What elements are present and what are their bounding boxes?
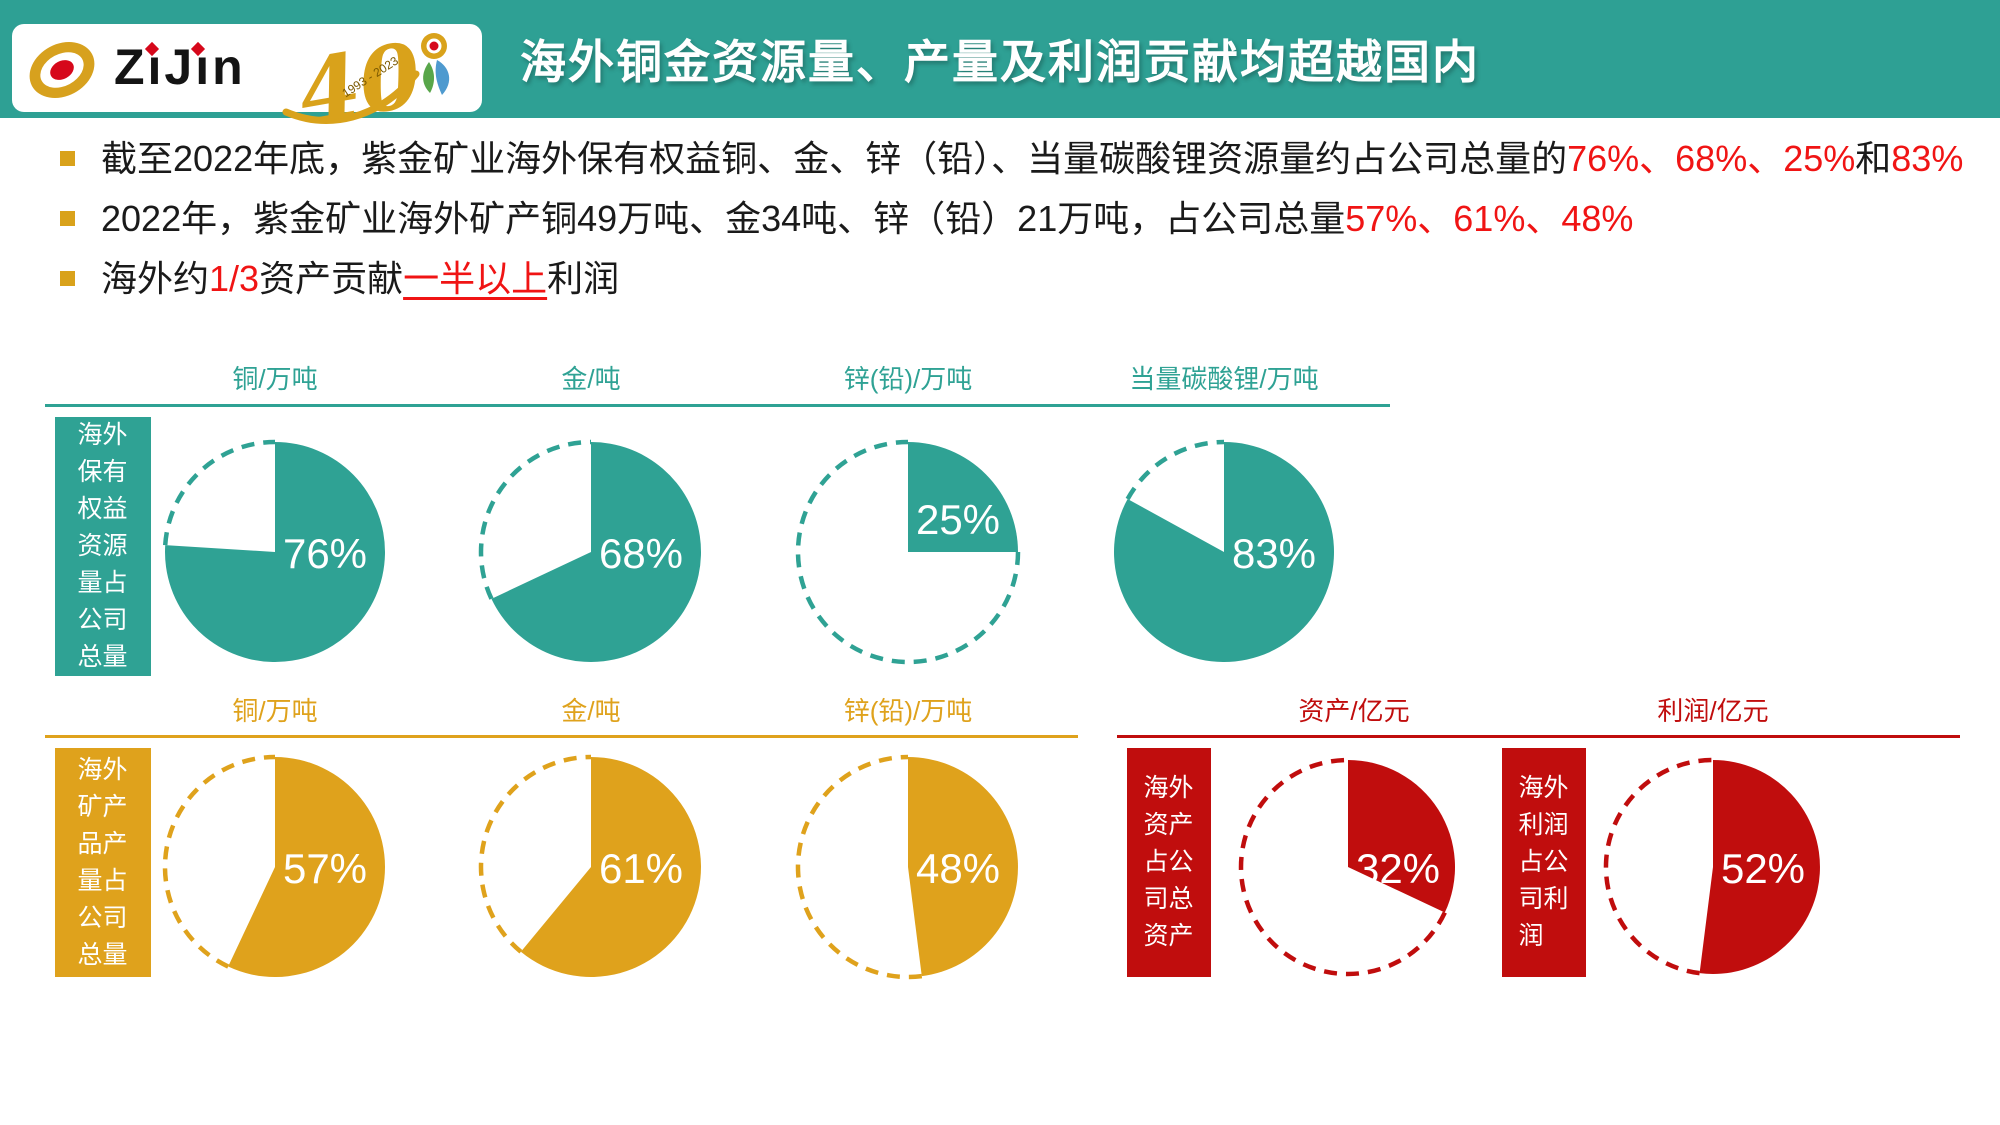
zijin-swirl-icon: [29, 42, 95, 98]
pie-filled-wedge: [1114, 442, 1335, 662]
bullet-item: 截至2022年底，紫金矿业海外保有权益铜、金、锌（铅）、当量碳酸锂资源量约占公司…: [60, 138, 1963, 180]
bullet-segment: 截至2022年底，紫金矿业海外保有权益铜、金、锌（铅）、当量碳酸锂资源量约占公司…: [101, 138, 1568, 179]
bullet-segment: 2022年，紫金矿业海外矿产铜49万吨、金34吨、锌（铅）21万吨，占公司总量: [101, 198, 1346, 239]
pie-filled-wedge: [491, 442, 701, 662]
column-header-resources-zinc-lead: 锌(铅)/万吨: [843, 364, 973, 394]
anniversary-number: 40: [290, 22, 429, 146]
pie-remainder-dashed-arc: [795, 754, 923, 980]
bullet-text: 2022年，紫金矿业海外矿产铜49万吨、金34吨、锌（铅）21万吨，占公司总量5…: [101, 198, 1633, 240]
anniversary-40-logo: 40 1993 - 2023: [282, 22, 450, 146]
bullet-text: 海外约1/3资产贡献一半以上利润: [101, 258, 619, 300]
bullet-square-icon: [60, 211, 75, 226]
column-header-production-zinc-lead: 锌(铅)/万吨: [843, 696, 973, 726]
column-header-production-copper: 铜/万吨: [232, 696, 318, 726]
pie-resources-lithium: 83%: [1114, 439, 1335, 662]
row-label-production: 海外矿产品产量占公司总量: [55, 748, 151, 977]
pie-resources-gold: 68%: [478, 439, 701, 662]
column-header-assets: 资产/亿元: [1298, 696, 1410, 726]
pie-value-label: 52%: [1721, 845, 1805, 892]
row-label-assets: 海外资产占公司总资产: [1127, 748, 1211, 977]
pie-filled-wedge: [1699, 760, 1820, 974]
bullet-segment: 1/3: [209, 258, 260, 299]
row-label-profit: 海外利润占公司利润: [1502, 748, 1586, 977]
pie-filled-wedge: [908, 442, 1018, 552]
row-divider-resources: [45, 404, 1390, 407]
column-header-profit: 利润/亿元: [1657, 696, 1769, 726]
page-title: 海外铜金资源量、产量及利润贡献均超越国内: [520, 36, 1480, 88]
pie-filled-wedge: [165, 442, 386, 662]
bullet-list: 截至2022年底，紫金矿业海外保有权益铜、金、锌（铅）、当量碳酸锂资源量约占公司…: [60, 138, 1963, 318]
column-header-resources-gold: 金/吨: [561, 364, 621, 394]
pie-production-gold: 61%: [478, 754, 701, 977]
pie-remainder-dashed-arc: [1125, 439, 1225, 501]
pie-value-label: 48%: [916, 845, 1000, 892]
pie-filled-wedge: [228, 757, 385, 977]
pie-remainder-dashed-arc: [1238, 757, 1447, 977]
anniversary-swash: [282, 70, 420, 124]
bullet-square-icon: [60, 271, 75, 286]
row-divider-production: [45, 735, 1078, 738]
leaf-blue-icon: [435, 60, 450, 95]
bullet-segment: 资产贡献: [259, 258, 404, 299]
pie-value-label: 68%: [599, 530, 683, 577]
zijin-wordmark: ZıJın: [114, 39, 246, 95]
row-divider-assets-profit: [1117, 735, 1960, 738]
pie-remainder-dashed-arc: [478, 439, 592, 600]
pie-value-label: 83%: [1232, 530, 1316, 577]
row-label-resources: 海外保有权益资源量占公司总量: [55, 417, 151, 676]
pie-production-copper: 57%: [162, 754, 385, 977]
column-header-resources-lithium: 当量碳酸锂/万吨: [1129, 364, 1319, 394]
pie-value-label: 76%: [283, 530, 367, 577]
pie-production-zinc-lead: 48%: [795, 754, 1018, 980]
column-header-resources-copper: 铜/万吨: [232, 364, 318, 394]
bullet-square-icon: [60, 151, 75, 166]
column-header-production-gold: 金/吨: [561, 696, 621, 726]
pie-filled-wedge: [1348, 760, 1456, 913]
bullet-item: 2022年，紫金矿业海外矿产铜49万吨、金34吨、锌（铅）21万吨，占公司总量5…: [60, 198, 1960, 240]
pie-value-label: 57%: [283, 845, 367, 892]
bullet-segment: 海外约: [101, 258, 210, 299]
pie-resources-zinc-lead: 25%: [795, 439, 1021, 665]
pie-remainder-dashed-arc: [162, 754, 276, 969]
leaf-green-icon: [423, 62, 435, 93]
pie-filled-wedge: [520, 757, 701, 977]
bullet-segment: 和: [1855, 138, 1892, 179]
pie-assets: 32%: [1238, 757, 1456, 977]
pie-value-label: 32%: [1356, 845, 1440, 892]
bullet-segment: 一半以上: [403, 258, 548, 299]
bullet-segment: 76%、68%、25%: [1567, 138, 1856, 179]
pie-profit: 52%: [1603, 757, 1820, 976]
bullet-segment: 57%、61%、48%: [1345, 198, 1634, 239]
pie-value-label: 25%: [916, 496, 1000, 543]
zijin-wordmark-text: ZıJın: [114, 39, 246, 95]
pie-filled-wedge: [908, 757, 1018, 977]
bullet-text: 截至2022年底，紫金矿业海外保有权益铜、金、锌（铅）、当量碳酸锂资源量约占公司…: [101, 138, 1963, 180]
bullet-item: 海外约1/3资产贡献一半以上利润: [60, 258, 1960, 300]
pie-remainder-dashed-arc: [478, 754, 592, 954]
bullet-segment: 83%: [1891, 138, 1964, 179]
pie-remainder-dashed-arc: [162, 439, 276, 546]
pie-resources-copper: 76%: [162, 439, 386, 662]
bullet-segment: 利润: [547, 258, 620, 299]
pie-remainder-dashed-arc: [1603, 757, 1714, 976]
pie-value-label: 61%: [599, 845, 683, 892]
zijin-logo-panel: ZıJın 40 1993 - 2023: [12, 22, 482, 145]
